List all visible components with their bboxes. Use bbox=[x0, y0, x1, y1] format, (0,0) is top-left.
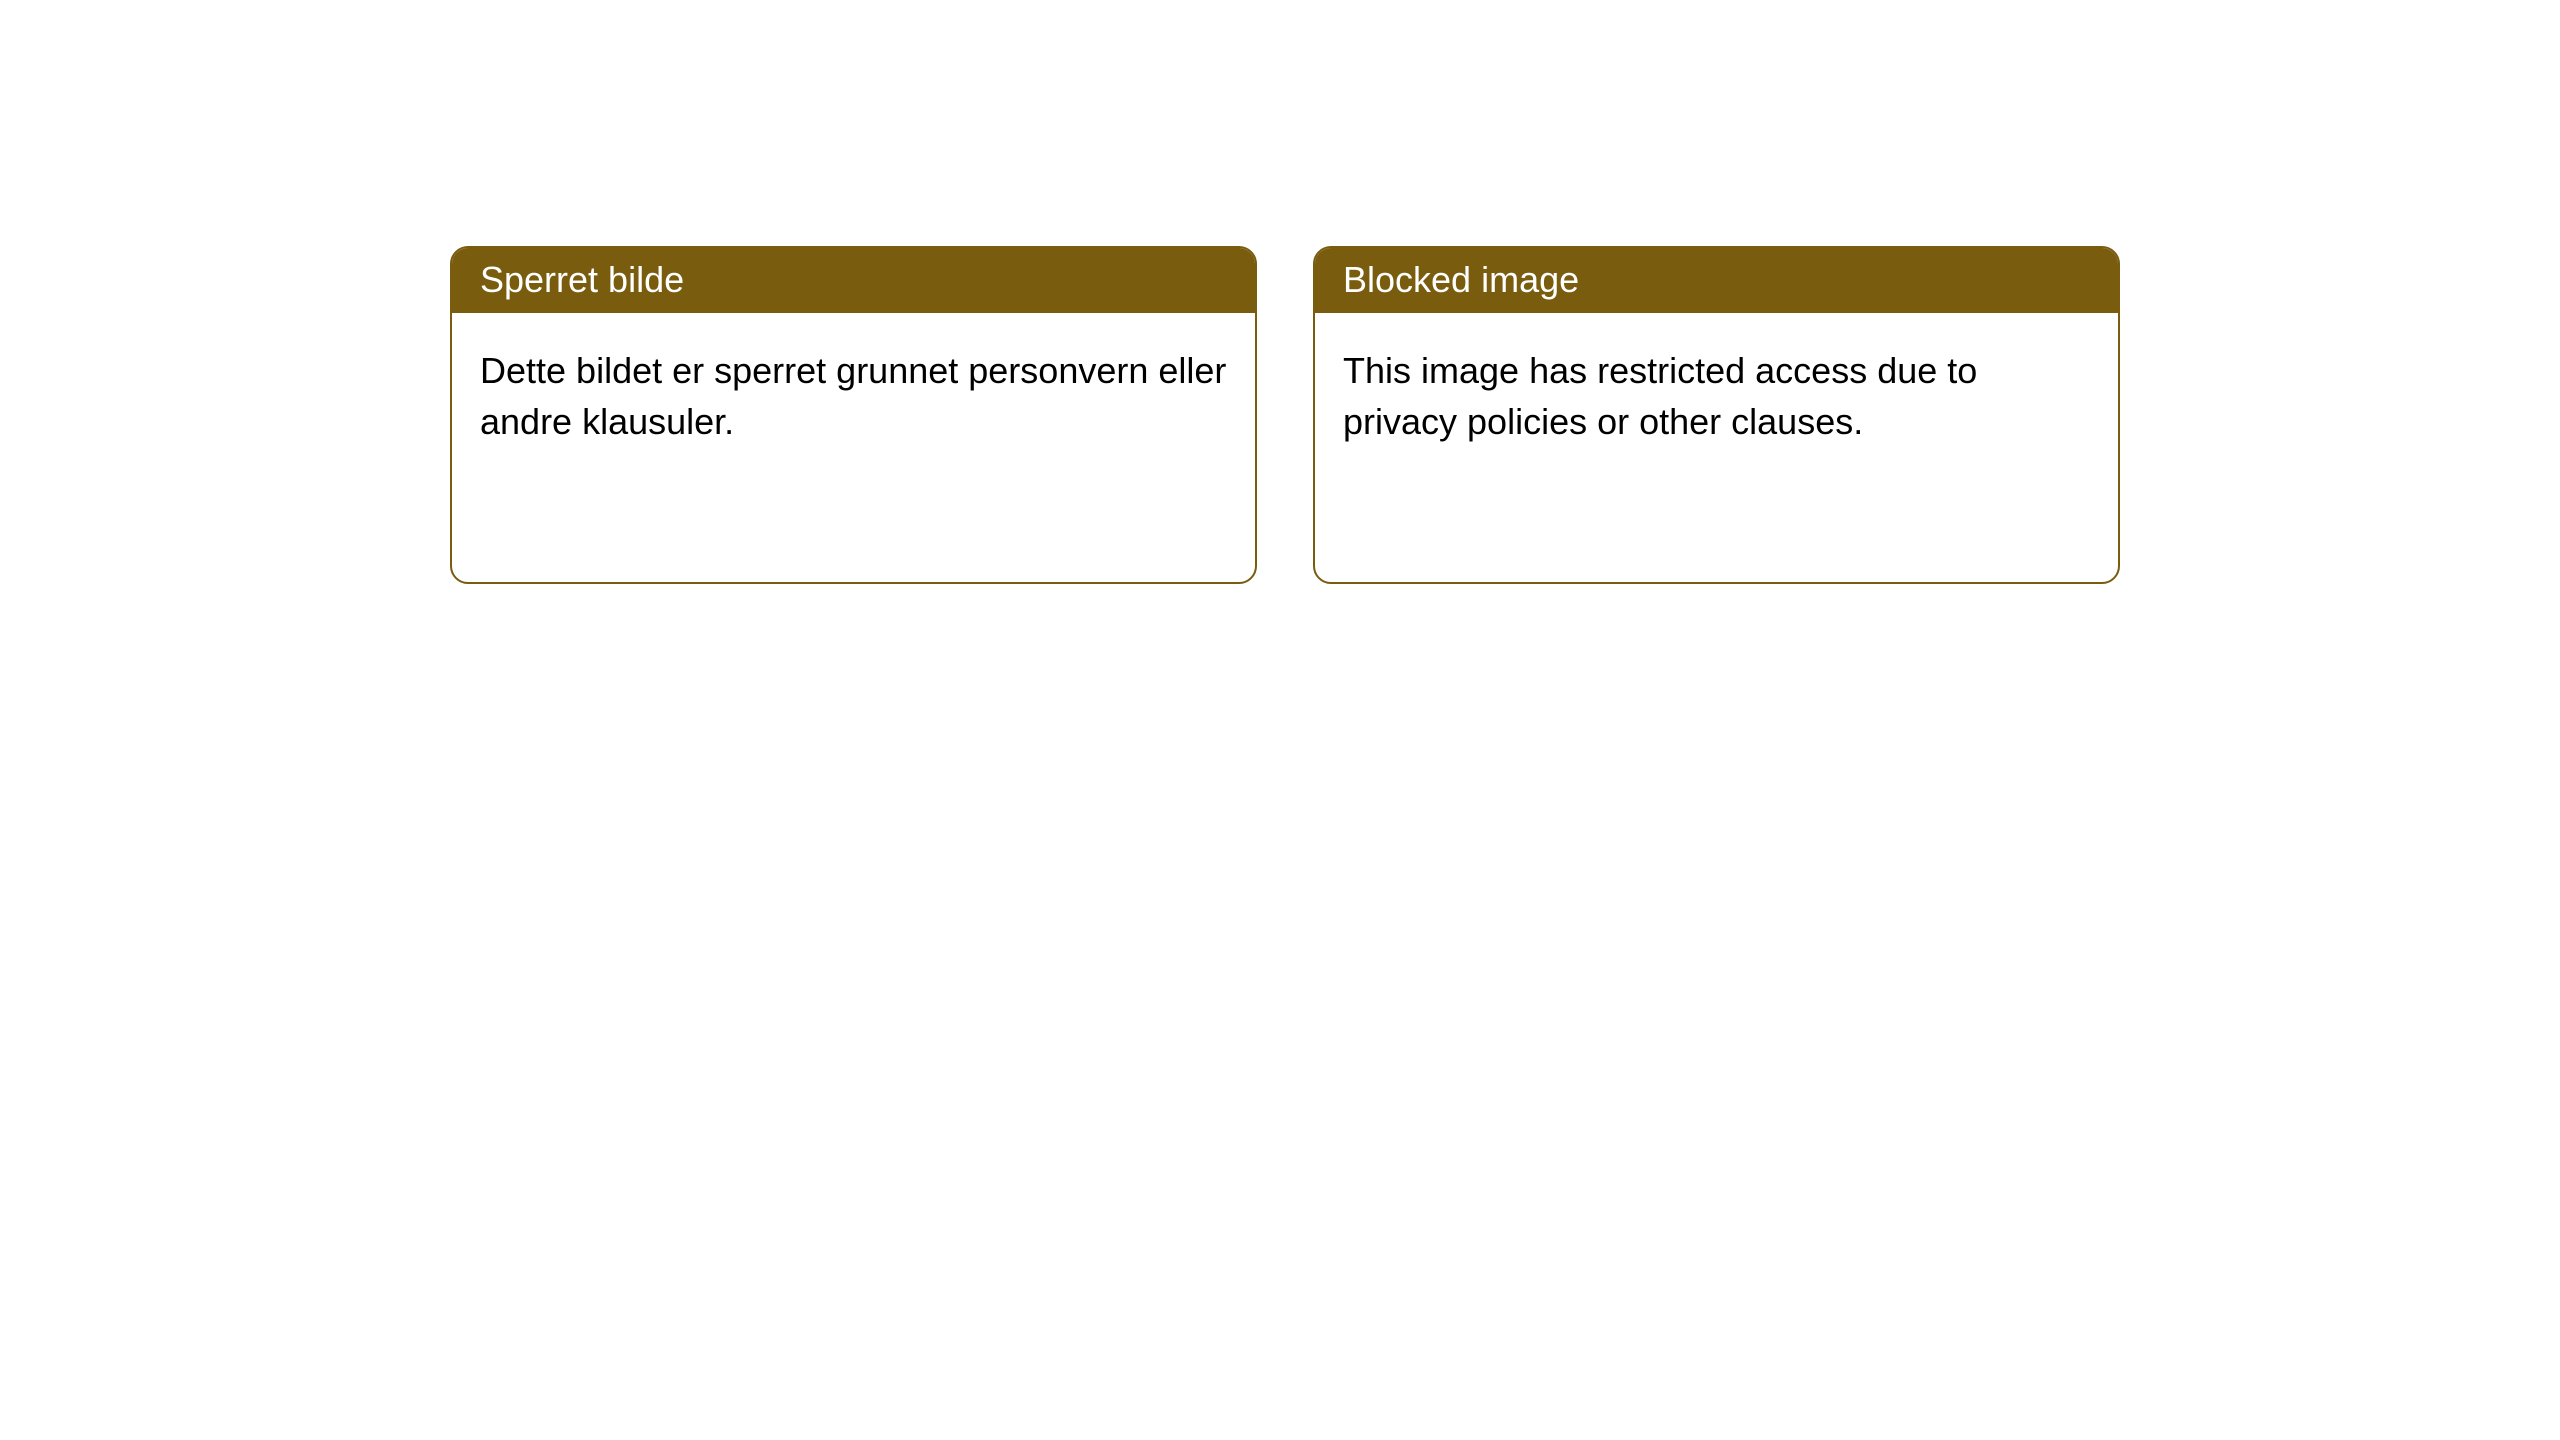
notice-title: Blocked image bbox=[1315, 248, 2118, 313]
notice-body: This image has restricted access due to … bbox=[1315, 313, 2118, 479]
notice-title: Sperret bilde bbox=[452, 248, 1255, 313]
notice-card-english: Blocked image This image has restricted … bbox=[1313, 246, 2120, 584]
notice-body: Dette bildet er sperret grunnet personve… bbox=[452, 313, 1255, 479]
notice-container: Sperret bilde Dette bildet er sperret gr… bbox=[0, 0, 2560, 584]
notice-card-norwegian: Sperret bilde Dette bildet er sperret gr… bbox=[450, 246, 1257, 584]
